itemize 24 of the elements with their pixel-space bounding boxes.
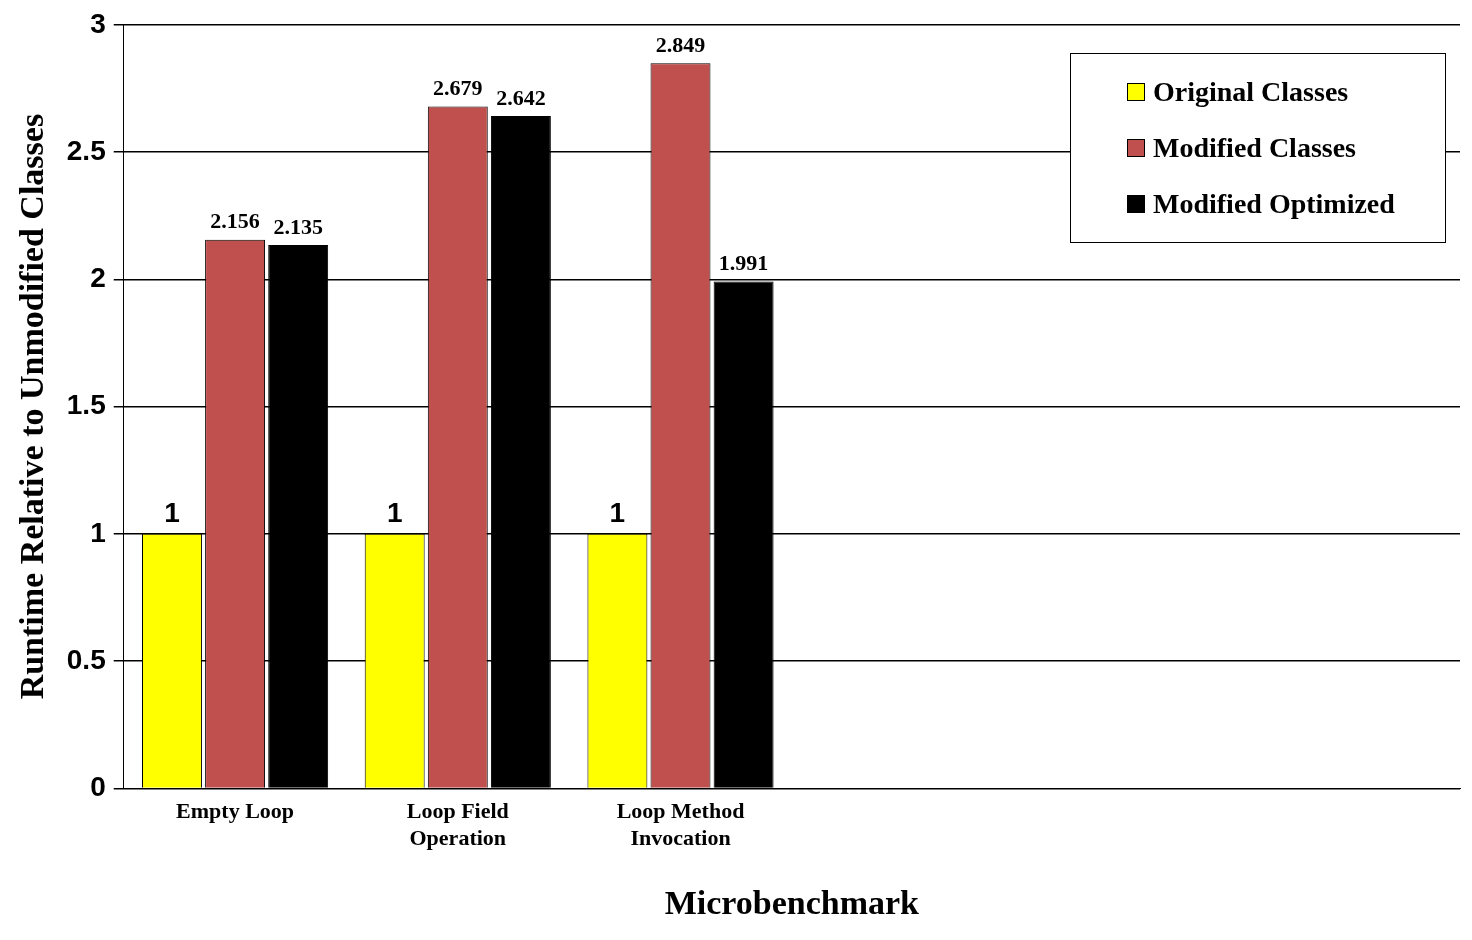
data-label: 2.135 [273, 213, 323, 239]
y-axis-title: Runtime Relative to Unmodified Classes [13, 113, 51, 700]
data-label: 1 [609, 496, 626, 528]
y-tick-label: 2 [90, 262, 106, 294]
data-label: 2.642 [496, 84, 546, 110]
data-label: 2.849 [655, 31, 706, 57]
y-tick-label: 0.5 [66, 643, 106, 675]
data-label: 1 [164, 496, 180, 528]
y-tick-label: 2.5 [66, 134, 106, 166]
x-tick-label: Empty Loop [176, 798, 295, 824]
x-tick-label: Loop Field Operation [406, 798, 509, 850]
y-tick-label: 0 [90, 771, 106, 803]
x-tick-label: Loop Method Invocation [616, 798, 745, 850]
data-label: 1.991 [718, 250, 769, 276]
data-label: 1 [386, 496, 403, 528]
legend-label: Original Classes [1152, 74, 1350, 109]
x-axis-title: Microbenchmark [664, 884, 920, 922]
y-tick-label: 3 [90, 7, 106, 39]
legend-label: Modified Optimized [1152, 186, 1395, 221]
data-label: 2.156 [210, 208, 260, 234]
data-label: 2.679 [433, 75, 483, 101]
legend-label: Modified Classes [1152, 130, 1357, 165]
y-tick-label: 1.5 [66, 389, 106, 421]
y-tick-label: 1 [90, 516, 106, 548]
